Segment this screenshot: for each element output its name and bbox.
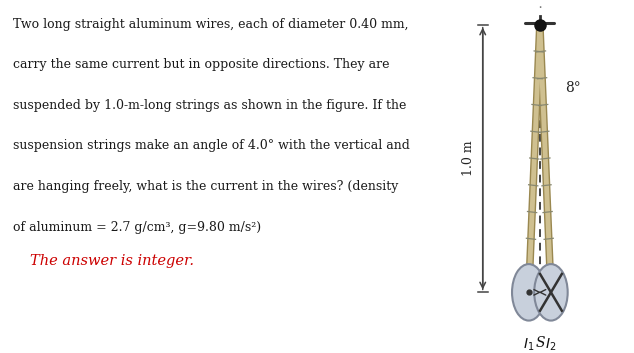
- Text: Two long straight aluminum wires, each of diameter 0.40 mm,: Two long straight aluminum wires, each o…: [13, 18, 408, 31]
- Text: of aluminum = 2.7 g/cm³, g=9.80 m/s²): of aluminum = 2.7 g/cm³, g=9.80 m/s²): [13, 221, 261, 234]
- Text: The answer is integer.: The answer is integer.: [30, 254, 194, 268]
- Text: carry the same current but in opposite directions. They are: carry the same current but in opposite d…: [13, 58, 389, 71]
- Text: suspension strings make an angle of 4.0° with the vertical and: suspension strings make an angle of 4.0°…: [13, 139, 410, 152]
- Text: 8°: 8°: [565, 81, 581, 95]
- Circle shape: [534, 264, 567, 321]
- Text: suspended by 1.0-m-long strings as shown in the figure. If the: suspended by 1.0-m-long strings as shown…: [13, 99, 406, 112]
- Text: S: S: [535, 336, 545, 351]
- Text: 1.0 m: 1.0 m: [462, 141, 475, 176]
- Text: $I_2$: $I_2$: [545, 336, 557, 353]
- Text: are hanging freely, what is the current in the wires? (density: are hanging freely, what is the current …: [13, 180, 398, 193]
- Text: $I_1$: $I_1$: [523, 336, 534, 353]
- Circle shape: [512, 264, 545, 321]
